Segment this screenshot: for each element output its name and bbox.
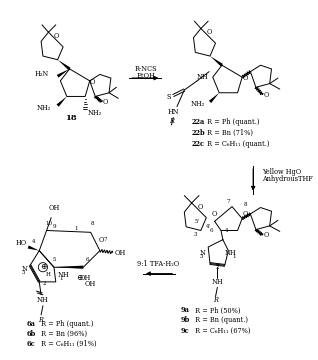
Text: NH: NH	[37, 296, 49, 304]
Text: 2: 2	[216, 265, 219, 270]
Text: R: R	[38, 316, 44, 324]
Text: O: O	[206, 28, 212, 36]
Text: 1: 1	[74, 226, 78, 231]
Text: R = C₆H₁₁ (91%): R = C₆H₁₁ (91%)	[39, 340, 97, 348]
Text: R = Ph (50%): R = Ph (50%)	[193, 306, 241, 314]
Text: 9: 9	[52, 224, 56, 229]
Text: O: O	[243, 210, 249, 218]
Text: H: H	[46, 272, 51, 277]
Text: 7: 7	[227, 199, 230, 204]
Text: N: N	[22, 265, 27, 273]
Text: EtOH: EtOH	[136, 72, 155, 80]
Text: 3: 3	[22, 270, 25, 275]
Text: R = Ph (quant.): R = Ph (quant.)	[39, 320, 94, 328]
Text: 18: 18	[65, 114, 76, 122]
Text: 3: 3	[200, 254, 204, 259]
Text: NH₂: NH₂	[37, 104, 51, 112]
Text: HO: HO	[15, 239, 26, 247]
Text: R = Bn (71%): R = Bn (71%)	[204, 129, 252, 137]
Text: 1: 1	[232, 254, 236, 259]
Text: 9:1 TFA-H₂O: 9:1 TFA-H₂O	[137, 260, 180, 269]
Text: 6c: 6c	[26, 340, 35, 348]
Text: R = C₆H₁₁ (67%): R = C₆H₁₁ (67%)	[193, 327, 251, 334]
Text: 6: 6	[85, 257, 89, 262]
Polygon shape	[54, 266, 83, 269]
Text: NH: NH	[197, 73, 209, 81]
Text: O: O	[263, 231, 269, 239]
Text: 8: 8	[91, 221, 94, 226]
Text: 5': 5'	[194, 219, 199, 224]
Text: 22c: 22c	[192, 140, 205, 148]
Text: OH: OH	[48, 204, 59, 212]
Text: O: O	[263, 91, 269, 99]
Text: OH: OH	[85, 280, 96, 288]
Polygon shape	[28, 246, 39, 251]
Text: 5: 5	[52, 257, 56, 262]
Text: NH₂: NH₂	[88, 109, 102, 117]
Polygon shape	[57, 96, 67, 107]
Text: R = Bn (96%): R = Bn (96%)	[39, 330, 87, 338]
Text: O: O	[197, 203, 203, 211]
Text: H₂N: H₂N	[34, 71, 48, 78]
Text: 10: 10	[45, 221, 52, 226]
Text: ⊖: ⊖	[76, 274, 83, 282]
Text: R-NCS: R-NCS	[135, 65, 157, 73]
Text: NH: NH	[57, 271, 69, 279]
Text: O: O	[99, 236, 104, 244]
Text: 1: 1	[59, 276, 63, 281]
Text: R = Bn (quant.): R = Bn (quant.)	[193, 316, 248, 324]
Text: 6: 6	[210, 228, 214, 233]
Text: R: R	[169, 117, 174, 125]
Text: 4: 4	[32, 239, 36, 244]
Text: O: O	[243, 74, 249, 82]
Text: Yellow HgO: Yellow HgO	[262, 168, 301, 176]
Text: NH: NH	[211, 278, 223, 286]
Text: AnhydrousTHF: AnhydrousTHF	[262, 175, 313, 183]
Text: NH₂: NH₂	[190, 100, 204, 108]
Text: 9a: 9a	[181, 306, 190, 314]
Text: 2: 2	[43, 281, 46, 286]
Text: O: O	[54, 32, 59, 40]
Text: 3: 3	[194, 231, 197, 237]
Text: N: N	[200, 248, 206, 257]
Text: O: O	[212, 210, 217, 218]
Text: ⊕: ⊕	[40, 263, 46, 271]
Text: 4: 4	[225, 228, 228, 233]
Text: 7: 7	[104, 237, 107, 242]
Text: 4': 4'	[206, 224, 211, 229]
Text: 6a: 6a	[26, 320, 35, 328]
Text: 9c: 9c	[181, 327, 189, 334]
Text: NH: NH	[225, 248, 236, 257]
Text: 6b: 6b	[26, 330, 36, 338]
Text: 22a: 22a	[192, 118, 205, 126]
Text: O: O	[90, 78, 95, 86]
Text: OH: OH	[114, 248, 126, 257]
Text: R: R	[213, 296, 218, 304]
Text: R = Ph (quant.): R = Ph (quant.)	[204, 118, 259, 126]
Text: HN: HN	[168, 108, 179, 116]
Polygon shape	[210, 56, 223, 67]
Text: O: O	[103, 98, 108, 106]
Text: OH: OH	[80, 274, 91, 282]
Text: R = C₆H₁₁ (quant.): R = C₆H₁₁ (quant.)	[204, 140, 269, 148]
Text: S: S	[166, 93, 171, 102]
Text: 22b: 22b	[192, 129, 205, 137]
Text: 8: 8	[243, 202, 247, 207]
Text: 9b: 9b	[181, 316, 190, 324]
Polygon shape	[209, 93, 219, 103]
Polygon shape	[57, 69, 70, 78]
Polygon shape	[58, 60, 71, 70]
